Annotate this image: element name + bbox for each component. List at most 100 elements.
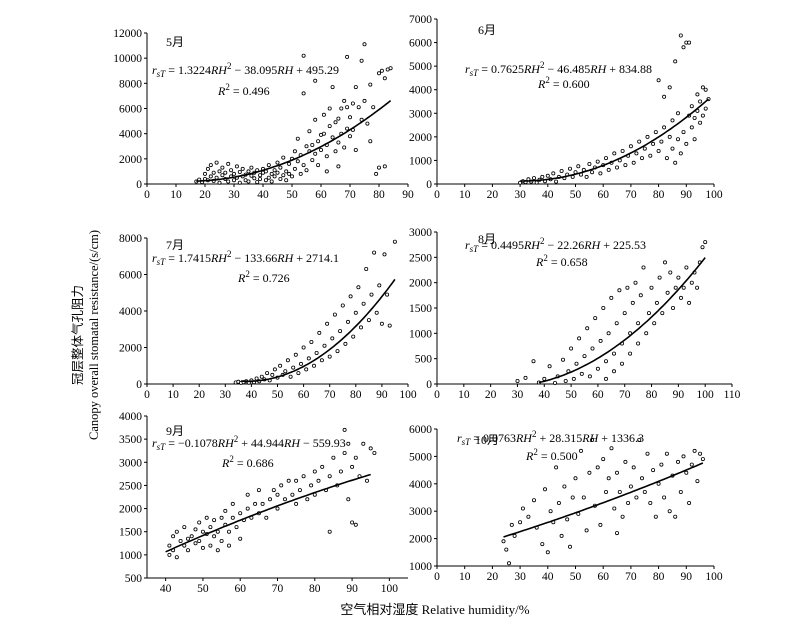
data-point [609, 295, 614, 300]
data-point [298, 361, 303, 366]
data-point [294, 478, 299, 483]
data-point [185, 536, 190, 541]
data-point [205, 166, 210, 171]
data-point [703, 240, 708, 245]
data-point [372, 250, 377, 255]
data-point [700, 113, 705, 118]
data-point [590, 437, 595, 442]
data-point [654, 300, 659, 305]
panel-1: 0 10 20 30 40 50 60 70 80 90 0 2000 4000 6000 8000 1000… [113, 28, 414, 201]
data-point [652, 321, 657, 326]
data-point [700, 245, 705, 250]
data-point [545, 550, 550, 555]
y-tick-label: 1000 [119, 550, 142, 562]
data-point [604, 359, 609, 364]
data-point [258, 173, 263, 178]
data-point [335, 349, 340, 354]
data-point [284, 169, 289, 174]
data-point [656, 78, 661, 83]
data-point [301, 53, 306, 58]
data-point [226, 179, 231, 184]
y-tick-label: 2500 [409, 252, 432, 264]
y-axis-label-zh: 冠层整体气孔阻力 [70, 285, 85, 385]
data-point [281, 155, 286, 160]
data-point [698, 120, 703, 125]
x-tick-label: 60 [597, 189, 609, 201]
data-point [356, 285, 361, 290]
data-point [245, 492, 250, 497]
data-point [667, 509, 672, 514]
data-point [327, 474, 332, 479]
data-point [295, 159, 300, 164]
data-point [343, 341, 348, 346]
data-point [193, 541, 198, 546]
data-point [640, 476, 645, 481]
data-point [574, 361, 579, 366]
data-point [641, 265, 646, 270]
data-point [628, 144, 633, 149]
data-point [230, 515, 235, 520]
x-tick-label: 30 [514, 571, 526, 583]
y-tick-label: 2000 [409, 132, 432, 144]
data-point [392, 239, 397, 244]
data-point [628, 351, 633, 356]
data-point [301, 345, 306, 350]
r-squared-label: R2 = 0.658 [535, 253, 588, 269]
data-point [362, 42, 367, 47]
data-point [642, 489, 647, 494]
regression-equation: rsT = 0.0763RH2 + 28.315RH + 1336.3 [457, 429, 644, 447]
data-point [310, 142, 315, 147]
data-point [657, 275, 662, 280]
data-point [278, 176, 283, 181]
data-point [526, 514, 531, 519]
data-point [287, 161, 292, 166]
data-point [695, 92, 700, 97]
data-point [347, 115, 352, 120]
x-tick-label: 70 [625, 189, 637, 201]
data-point [264, 515, 269, 520]
data-point [561, 357, 566, 362]
data-point [314, 350, 319, 355]
data-point [284, 178, 289, 183]
data-point [642, 146, 647, 151]
data-point [622, 311, 627, 316]
data-point [292, 149, 297, 154]
data-point [301, 91, 306, 96]
data-point [645, 134, 650, 139]
panels: 0 10 20 30 40 50 60 70 80 90020004000600080001000… [113, 14, 740, 595]
x-tick-label: 10 [167, 389, 179, 401]
data-point [368, 446, 373, 451]
data-point [312, 469, 317, 474]
data-point [659, 139, 664, 144]
x-tick-label: 40 [542, 571, 554, 583]
data-point [265, 371, 270, 376]
data-point [609, 446, 614, 451]
y-tick-label: 5000 [409, 61, 432, 73]
data-point [606, 167, 611, 172]
y-tick-label: 1000 [409, 561, 432, 573]
data-point [346, 441, 351, 446]
data-point [301, 163, 306, 168]
data-point [601, 457, 606, 462]
data-point [648, 500, 653, 505]
data-point [258, 176, 263, 181]
data-point [563, 378, 568, 383]
data-point [623, 163, 628, 168]
data-point [570, 495, 575, 500]
data-point [573, 476, 578, 481]
data-point [595, 159, 600, 164]
data-point [700, 85, 705, 90]
data-point [379, 321, 384, 326]
data-point [615, 531, 620, 536]
fit-curve [538, 257, 706, 384]
x-tick-label: 90 [346, 583, 358, 595]
data-point [598, 522, 603, 527]
data-point [220, 165, 225, 170]
data-point [653, 514, 658, 519]
x-tick-label: 30 [220, 389, 232, 401]
data-point [382, 164, 387, 169]
x-tick-label: 20 [487, 571, 499, 583]
data-point [703, 106, 708, 111]
data-point [604, 376, 609, 381]
data-point [278, 363, 283, 368]
